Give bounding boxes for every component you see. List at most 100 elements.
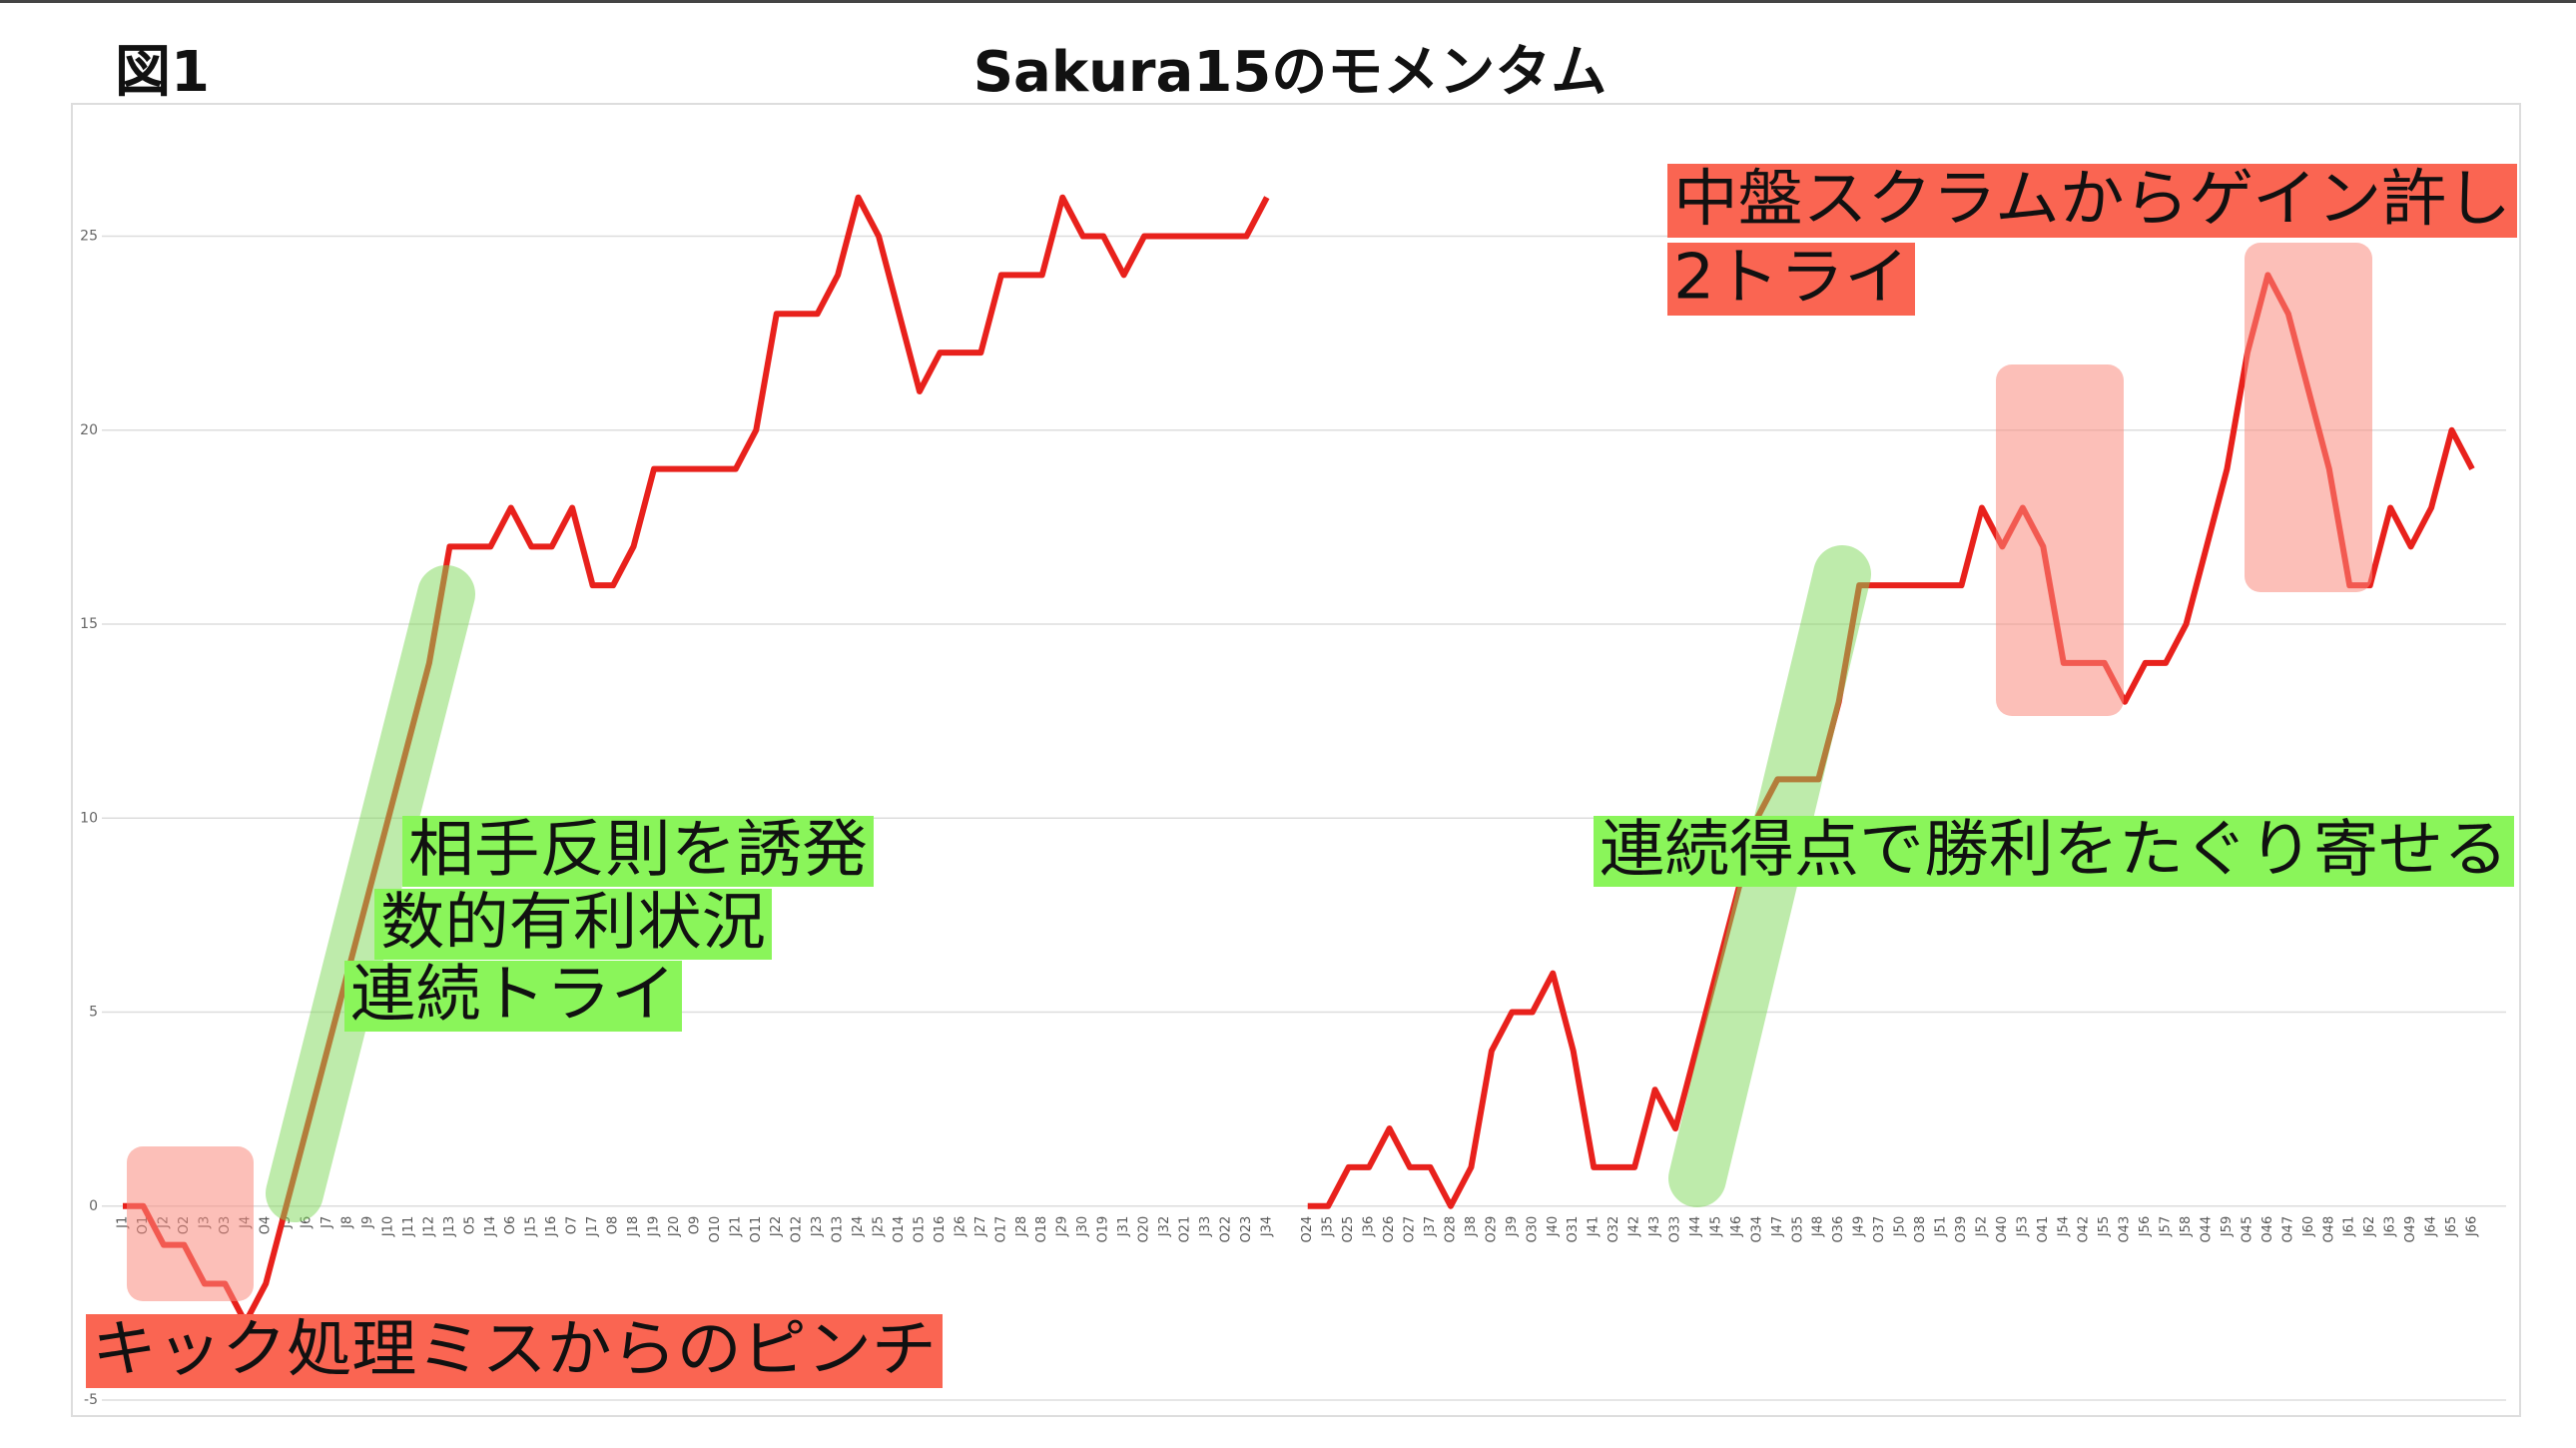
y-tick-label: 15 <box>80 616 98 632</box>
x-tick-label: J18 <box>626 1216 641 1237</box>
x-tick-label: O28 <box>1443 1216 1458 1243</box>
annotation: 2トライ <box>1673 241 1909 314</box>
x-tick-label: J29 <box>1055 1216 1070 1237</box>
x-tick-label: J7 <box>320 1216 334 1229</box>
x-tick-label: J27 <box>973 1216 988 1237</box>
x-tick-label: J61 <box>2342 1216 2357 1237</box>
x-tick-label: J26 <box>953 1216 967 1237</box>
x-tick-label: O32 <box>1607 1216 1621 1243</box>
x-tick-label: O47 <box>2280 1216 2295 1243</box>
x-tick-label: O38 <box>1913 1216 1928 1243</box>
highlight-green <box>266 565 475 1222</box>
annotation-box <box>1667 243 1915 316</box>
x-tick-label: O21 <box>1177 1216 1192 1243</box>
x-tick-label: J53 <box>2015 1216 2030 1237</box>
x-tick-label: J1 <box>116 1216 131 1229</box>
x-tick-label: J58 <box>2179 1216 2194 1237</box>
x-tick-label: J51 <box>1934 1216 1949 1237</box>
x-tick-label: J60 <box>2301 1216 2316 1237</box>
x-tick-label: J62 <box>2362 1216 2377 1237</box>
x-tick-label: O37 <box>1872 1216 1887 1243</box>
x-tick-label: O42 <box>2077 1216 2092 1243</box>
annotation-box <box>344 961 682 1032</box>
y-tick-label: 10 <box>80 810 98 826</box>
x-tick-label: J25 <box>872 1216 887 1237</box>
x-tick-label: O46 <box>2260 1216 2275 1243</box>
x-tick-label: J33 <box>1198 1216 1213 1237</box>
y-tick-label: 0 <box>89 1198 98 1214</box>
x-tick-label: J32 <box>1157 1216 1172 1237</box>
annotation: 中盤スクラムからゲイン許し <box>1673 162 2511 235</box>
highlight-red <box>1996 364 2124 716</box>
x-tick-label: J56 <box>2138 1216 2153 1237</box>
x-tick-label: O43 <box>2118 1216 2133 1243</box>
x-tick-label: J17 <box>585 1216 600 1237</box>
highlight-red <box>2245 243 2372 592</box>
x-tick-label: J66 <box>2465 1216 2480 1237</box>
x-tick-label: J8 <box>340 1216 355 1229</box>
x-tick-label: O26 <box>1382 1216 1397 1243</box>
x-tick-label: O39 <box>1954 1216 1969 1243</box>
annotation: 数的有利状況 <box>380 886 766 959</box>
x-tick-label: O41 <box>2036 1216 2051 1243</box>
x-tick-label: O30 <box>1525 1216 1540 1243</box>
x-tick-label: O45 <box>2240 1216 2254 1243</box>
x-tick-label: J30 <box>1075 1216 1090 1237</box>
x-tick-label: O48 <box>2321 1216 2336 1243</box>
x-tick-label: O16 <box>933 1216 948 1243</box>
y-tick-label: 25 <box>80 229 98 245</box>
x-tick-label: J50 <box>1893 1216 1908 1237</box>
y-tick-label: 5 <box>89 1005 98 1021</box>
x-tick-label: J47 <box>1770 1216 1785 1237</box>
x-tick-label: J41 <box>1587 1216 1602 1237</box>
x-tick-label: J52 <box>1974 1216 1989 1237</box>
x-tick-label: O25 <box>1341 1216 1356 1243</box>
x-tick-label: J59 <box>2220 1216 2235 1237</box>
x-tick-label: J28 <box>1014 1216 1029 1237</box>
annotation-box <box>86 1314 943 1388</box>
x-tick-label: J48 <box>1811 1216 1826 1237</box>
x-tick-label: J64 <box>2424 1216 2439 1237</box>
x-tick-label: J55 <box>2097 1216 2112 1237</box>
annotation: 連続得点で勝利をたぐり寄せる <box>1600 813 2508 886</box>
y-tick-label: 20 <box>80 422 98 438</box>
annotation-box <box>1594 816 2514 887</box>
x-tick-label: J37 <box>1423 1216 1438 1237</box>
x-tick-label: O9 <box>687 1216 702 1235</box>
x-tick-label: O8 <box>606 1216 621 1235</box>
x-tick-label: O13 <box>831 1216 846 1243</box>
x-tick-label: O4 <box>259 1216 274 1235</box>
y-tick-label: -5 <box>84 1392 98 1408</box>
x-tick-label: J38 <box>1464 1216 1479 1237</box>
x-tick-label: J57 <box>2159 1216 2174 1237</box>
x-tick-label: J22 <box>769 1216 784 1237</box>
x-tick-label: O6 <box>503 1216 518 1235</box>
x-tick-label: O11 <box>749 1216 764 1243</box>
figure-label: 図1 <box>115 40 210 105</box>
x-tick-label: J11 <box>401 1216 416 1237</box>
x-tick-label: J21 <box>728 1216 743 1237</box>
annotation-box <box>374 889 772 960</box>
x-tick-label: J43 <box>1647 1216 1662 1237</box>
annotation-box <box>402 816 874 887</box>
x-tick-label: O23 <box>1239 1216 1254 1243</box>
x-tick-label: O34 <box>1749 1216 1764 1243</box>
x-tick-label: J16 <box>544 1216 559 1237</box>
x-tick-label: O18 <box>1034 1216 1049 1243</box>
x-tick-label: J42 <box>1627 1216 1642 1237</box>
x-tick-label: O14 <box>892 1216 907 1243</box>
x-tick-label: J12 <box>421 1216 436 1237</box>
x-tick-label: J44 <box>1688 1216 1703 1237</box>
x-tick-label: J39 <box>1505 1216 1520 1237</box>
x-tick-label: J35 <box>1321 1216 1336 1237</box>
x-tick-label: O36 <box>1831 1216 1846 1243</box>
x-tick-label: O5 <box>462 1216 477 1235</box>
chart-frame <box>71 103 2521 1417</box>
annotation: 相手反則を誘発 <box>408 813 868 886</box>
x-tick-label: J20 <box>667 1216 682 1237</box>
highlights <box>127 243 2372 1301</box>
x-tick-label: J54 <box>2056 1216 2071 1237</box>
highlight-red <box>127 1146 254 1301</box>
x-tick-label: O49 <box>2403 1216 2418 1243</box>
